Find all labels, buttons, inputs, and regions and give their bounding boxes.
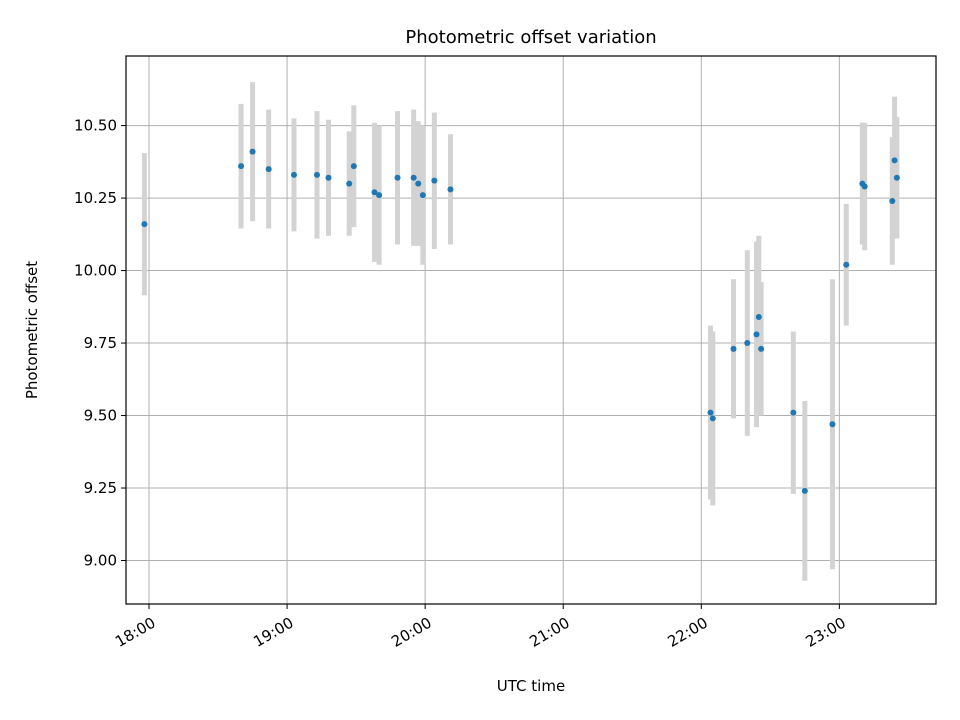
data-point <box>755 313 762 320</box>
data-point <box>893 174 900 181</box>
data-point <box>410 174 417 181</box>
y-axis: 9.00 9.25 9.50 9.75 10.00 10.25 10.50 <box>74 117 126 570</box>
data-point <box>141 221 148 228</box>
data-point <box>758 345 765 352</box>
data-point <box>891 157 898 164</box>
data-point <box>350 163 357 170</box>
data-point <box>861 183 868 190</box>
y-tick-label: 10.50 <box>74 117 117 135</box>
data-point <box>249 148 256 155</box>
y-tick-label: 10.25 <box>74 189 117 207</box>
data-point <box>265 166 272 173</box>
grid <box>126 56 936 604</box>
data-point <box>376 192 383 199</box>
y-tick-label: 9.00 <box>84 552 117 570</box>
data-point <box>325 174 332 181</box>
data-point <box>313 171 320 178</box>
data-point <box>431 177 438 184</box>
y-axis-label: Photometric offset <box>23 261 41 399</box>
data-point <box>419 192 426 199</box>
data-point <box>290 171 297 178</box>
y-tick-label: 10.00 <box>74 262 117 280</box>
data-point <box>394 174 401 181</box>
data-point <box>744 340 751 347</box>
x-axis-label: UTC time <box>497 677 565 695</box>
y-tick-label: 9.50 <box>84 407 117 425</box>
data-point <box>790 409 797 416</box>
data-point <box>753 331 760 338</box>
data-point <box>346 180 353 187</box>
data-point <box>829 421 836 428</box>
plot-area-frame <box>125 55 937 605</box>
data-point <box>709 415 716 422</box>
data-point <box>371 189 378 196</box>
data-point <box>801 487 808 494</box>
chart-title: Photometric offset variation <box>405 27 656 48</box>
data-point <box>843 261 850 268</box>
data-point <box>730 345 737 352</box>
data-point <box>415 180 422 187</box>
data-point <box>447 186 454 193</box>
data-point <box>238 163 245 170</box>
data-points <box>141 148 900 494</box>
y-tick-label: 9.75 <box>84 334 117 352</box>
data-point <box>889 197 896 204</box>
y-tick-label: 9.25 <box>84 479 117 497</box>
data-point <box>707 409 714 416</box>
